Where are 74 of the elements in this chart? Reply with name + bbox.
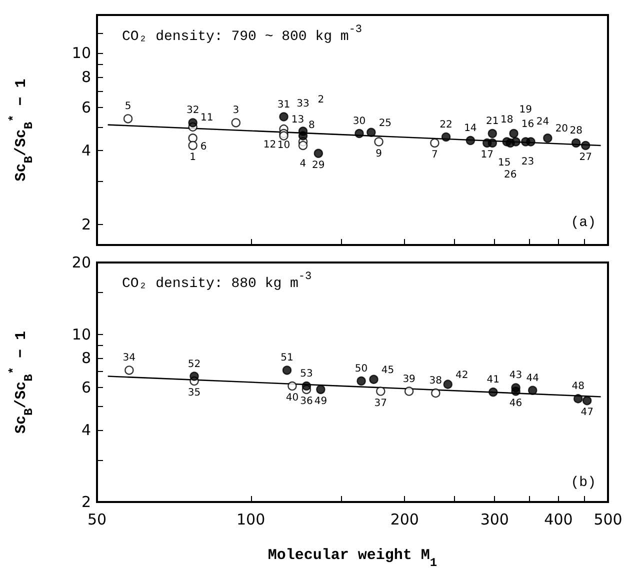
annotation: 8: [308, 120, 315, 131]
annotation: 28: [570, 125, 582, 136]
annotation: 16: [521, 119, 534, 130]
annotation: 7: [432, 149, 438, 160]
annotation: 18: [500, 114, 514, 126]
annotation: 34: [122, 352, 136, 364]
x-tick-label: 200: [390, 510, 419, 528]
annotation: 23: [521, 156, 534, 168]
annotation: 2: [318, 94, 324, 106]
y-tick-label: 10: [72, 44, 91, 62]
annotation: 1: [190, 152, 196, 163]
annotation: 27: [579, 152, 592, 163]
annotation: 40: [286, 392, 299, 404]
y-tick-label: 6: [81, 98, 91, 116]
annotation: (b): [570, 475, 596, 491]
annotation: 32: [186, 105, 200, 116]
x-tick-label: 50: [87, 510, 107, 528]
annotation: 30: [352, 116, 366, 128]
x-tick-label: 100: [236, 510, 266, 528]
annotation: 49: [314, 396, 328, 407]
annotation: 13: [291, 114, 304, 126]
annotation: 51: [280, 352, 294, 364]
annotation: 38: [429, 376, 442, 387]
y-axis-title: ScB/ScB* − 1: [7, 78, 36, 182]
annotation: 20: [555, 124, 568, 135]
annotation: 5: [124, 101, 132, 112]
annotation: 53: [300, 368, 313, 380]
annotation: 47: [580, 407, 594, 418]
annotation: 41: [486, 374, 500, 386]
annotation: 26: [504, 169, 517, 180]
annotation: 14: [464, 123, 477, 134]
y-tick-label: 8: [81, 348, 91, 367]
annotation: 37: [374, 398, 388, 409]
annotation: 45: [381, 364, 394, 376]
y-tick-label: 6: [81, 378, 91, 397]
annotation: 25: [378, 118, 392, 129]
annotation: 15: [498, 157, 511, 168]
y-tick-label: 10: [72, 326, 91, 344]
annotation: 6: [200, 142, 207, 153]
y-tick-label: 8: [81, 68, 91, 86]
x-tick-label: 400: [544, 510, 573, 528]
x-tick-label: 500: [594, 510, 622, 528]
annotation: 11: [200, 112, 214, 124]
y-tick-label: 4: [81, 420, 91, 439]
annotation: 48: [572, 381, 584, 392]
annotation: 52: [188, 358, 201, 370]
annotation: 29: [312, 160, 325, 171]
annotation: 44: [526, 372, 539, 384]
annotation: 4: [300, 158, 306, 170]
x-tick-label: 300: [480, 510, 509, 528]
annotation: 42: [456, 370, 468, 381]
annotation: 50: [354, 364, 368, 375]
annotation: 39: [402, 374, 416, 385]
y-tick-label: 2: [81, 216, 91, 234]
annotation: 9: [376, 148, 382, 160]
annotation: 10: [277, 140, 290, 152]
annotation: 17: [480, 149, 494, 160]
y-axis-title: ScB/ScB* − 1: [7, 330, 36, 434]
annotation: 3: [232, 105, 240, 116]
annotation: 33: [296, 98, 310, 110]
annotation: 43: [509, 370, 522, 382]
y-tick-label: 4: [81, 142, 91, 160]
annotation: 24: [536, 116, 550, 128]
annotation: 22: [440, 119, 452, 130]
annotation: 12: [263, 139, 276, 150]
annotation: (a): [570, 215, 596, 231]
annotation: 35: [188, 388, 201, 399]
annotation: 46: [509, 398, 522, 409]
y-tick-label: 20: [72, 254, 91, 272]
y-tick-label: 2: [81, 493, 91, 511]
annotation: 19: [519, 104, 532, 116]
annotation: 36: [300, 396, 313, 407]
annotation: 21: [486, 116, 499, 128]
annotation: 31: [277, 99, 290, 110]
